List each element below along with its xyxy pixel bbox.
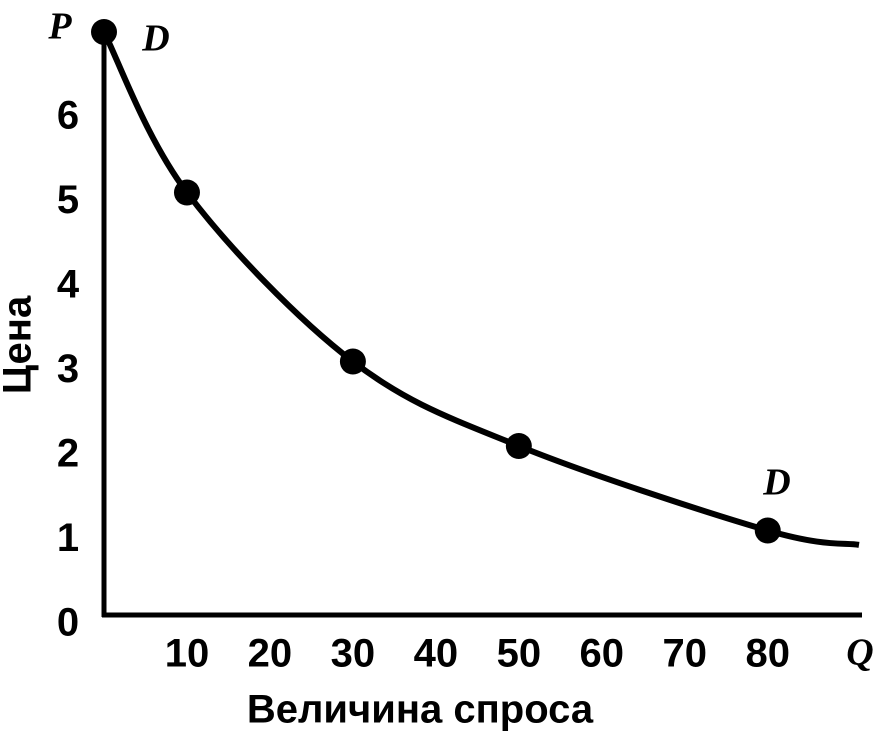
curve-label: D (762, 462, 790, 504)
x-tick-label: 60 (580, 632, 625, 676)
x-tick-label: 50 (497, 632, 542, 676)
point (505, 433, 532, 459)
demand-curve (101, 30, 860, 548)
y-tick-label: 4 (57, 263, 80, 307)
point (754, 517, 781, 544)
y-tick-label: 0 (57, 601, 79, 645)
y-tick-label: 2 (57, 432, 79, 476)
x-tick-label: 70 (663, 632, 708, 676)
x-tick-label: 30 (331, 632, 376, 676)
y-tick-label: 3 (57, 347, 79, 391)
y-tick-label: 1 (57, 516, 79, 560)
x-axis-symbol: Q (846, 632, 873, 674)
y-axis-symbol: P (47, 6, 72, 48)
x-tick-label: 40 (414, 632, 459, 676)
point (91, 18, 117, 45)
y-axis-label: Цена (0, 295, 40, 394)
point (339, 348, 366, 375)
x-axis-label: Величина спроса (247, 688, 594, 732)
y-tick-label: 6 (57, 94, 79, 138)
curve-label: D (141, 18, 169, 60)
y-tick-label: 5 (57, 178, 79, 222)
point (173, 179, 200, 206)
x-tick-label: 80 (745, 632, 790, 676)
x-tick-label: 10 (165, 632, 210, 676)
x-tick-label: 20 (248, 632, 293, 676)
